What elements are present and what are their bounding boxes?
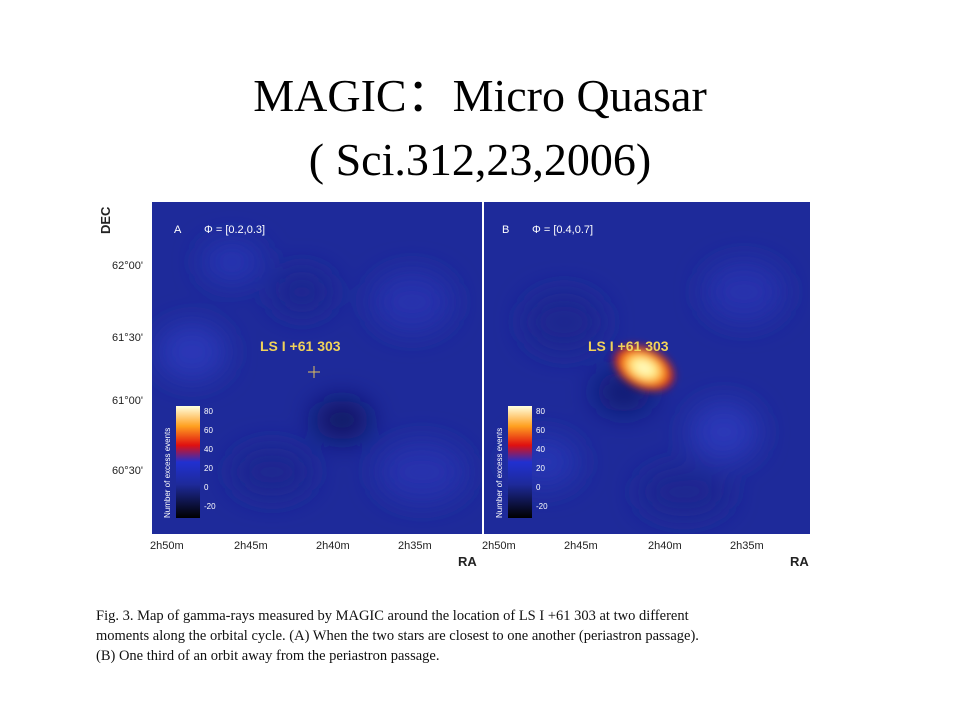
ra-tick: 2h40m bbox=[648, 540, 682, 552]
colorbar-tick: -20 bbox=[536, 502, 548, 511]
colorbar-label: Number of excess events bbox=[495, 428, 504, 518]
panel-b-letter: B bbox=[502, 224, 510, 236]
ra-tick: 2h35m bbox=[730, 540, 764, 552]
panel-b-phase: Φ = [0.4,0.7] bbox=[532, 224, 594, 236]
colorbar-tick: 60 bbox=[204, 426, 213, 435]
colorbar-tick: 80 bbox=[204, 407, 213, 416]
panel-b-source-label: LS I +61 303 bbox=[588, 338, 669, 354]
panel-a-letter: A bbox=[174, 224, 182, 236]
colorbar-tick: 20 bbox=[536, 464, 545, 473]
dec-tick: 61°00' bbox=[112, 395, 143, 407]
colorbar-tick: 60 bbox=[536, 426, 545, 435]
colorbar-tick: 40 bbox=[536, 445, 545, 454]
colorbar-a bbox=[176, 406, 200, 518]
ra-tick: 2h50m bbox=[150, 540, 184, 552]
gamma-ray-map-figure: DEC 62°00' 61°30' 61°00' 60°30' bbox=[98, 198, 820, 588]
dec-tick: 61°30' bbox=[112, 332, 143, 344]
colorbar-b bbox=[508, 406, 532, 518]
ra-tick: 2h45m bbox=[564, 540, 598, 552]
colorbar-tick: 20 bbox=[204, 464, 213, 473]
dec-axis-label: DEC bbox=[98, 206, 113, 234]
colorbar-tick: 0 bbox=[536, 483, 541, 492]
skymap-b: 80 60 40 20 0 -20 Number of excess event… bbox=[484, 202, 810, 534]
caption-line: Fig. 3. Map of gamma-rays measured by MA… bbox=[96, 608, 689, 624]
dec-tick: 60°30' bbox=[112, 465, 143, 477]
ra-axis-label-b: RA bbox=[790, 554, 809, 569]
gamma-ray-hotspot bbox=[611, 343, 677, 393]
panel-a-phase: Φ = [0.2,0.3] bbox=[204, 224, 266, 236]
slide-title: MAGIC：Micro Quasar bbox=[253, 70, 707, 121]
panel-a-source-label: LS I +61 303 bbox=[260, 338, 341, 354]
slide-subtitle-reference: ( Sci.312,23,2006) bbox=[308, 134, 652, 185]
colorbar-label: Number of excess events bbox=[163, 428, 172, 518]
ra-tick: 2h40m bbox=[316, 540, 350, 552]
ra-axis-label-a: RA bbox=[458, 554, 477, 569]
colorbar-tick: 0 bbox=[204, 483, 209, 492]
colorbar-tick: 40 bbox=[204, 445, 213, 454]
map-panel-b: 80 60 40 20 0 -20 Number of excess event… bbox=[484, 202, 810, 534]
ra-tick: 2h35m bbox=[398, 540, 432, 552]
skymap-a: 80 60 40 20 0 -20 Number of excess event… bbox=[152, 202, 482, 534]
ra-tick: 2h50m bbox=[482, 540, 516, 552]
colorbar-tick: -20 bbox=[204, 502, 216, 511]
map-panel-a: 80 60 40 20 0 -20 Number of excess event… bbox=[152, 202, 482, 534]
ra-tick: 2h45m bbox=[234, 540, 268, 552]
caption-line: (B) One third of an orbit away from the … bbox=[96, 648, 440, 664]
colorbar-tick: 80 bbox=[536, 407, 545, 416]
caption-line: moments along the orbital cycle. (A) Whe… bbox=[96, 628, 699, 644]
figure-caption: Fig. 3. Map of gamma-rays measured by MA… bbox=[96, 606, 896, 666]
dec-tick: 62°00' bbox=[112, 260, 143, 272]
